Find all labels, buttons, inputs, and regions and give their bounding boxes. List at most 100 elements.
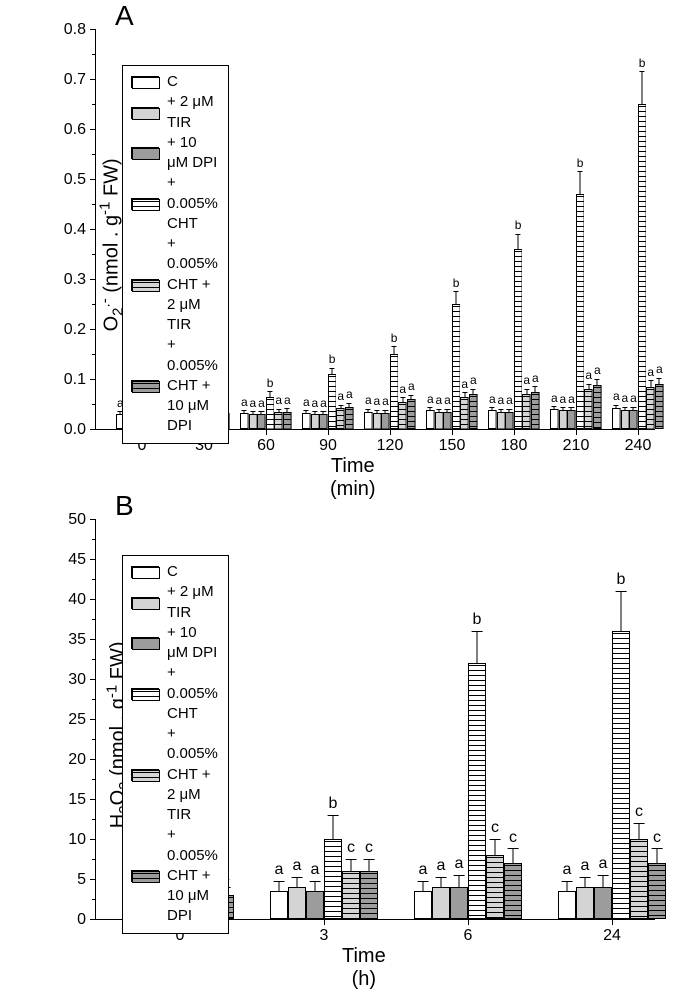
bar-sig-letter: a — [594, 363, 601, 377]
bar: a — [345, 29, 354, 429]
bar-sig-letter: a — [284, 393, 291, 407]
y-tick-label: 50 — [68, 511, 86, 529]
bar: a — [270, 519, 288, 919]
bar: a — [381, 29, 390, 429]
bar: a — [288, 519, 306, 919]
legend-swatch — [131, 566, 159, 578]
bar-sig-letter: c — [653, 829, 661, 847]
bar-sig-letter: c — [491, 819, 499, 837]
legend-swatch — [131, 380, 159, 392]
bar: a — [240, 29, 249, 429]
bar-sig-letter: a — [250, 396, 257, 410]
bar: a — [469, 29, 478, 429]
x-tick-label: 210 — [563, 437, 590, 455]
legend-swatch — [131, 597, 159, 609]
y-tick-label: 0 — [77, 911, 86, 929]
y-tick-label: 25 — [68, 711, 86, 729]
legend-item: + 10 μM DPI — [131, 623, 218, 664]
y-tick-label: 35 — [68, 631, 86, 649]
x-tick-label: 180 — [501, 437, 528, 455]
bar: a — [593, 29, 602, 429]
bar: a — [435, 29, 444, 429]
bar: b — [328, 29, 337, 429]
bar-sig-letter: b — [639, 56, 646, 70]
bar: a — [302, 29, 311, 429]
bar-sig-letter: c — [509, 829, 517, 847]
bar: a — [488, 29, 497, 429]
y-tick-label: 30 — [68, 671, 86, 689]
bar: c — [486, 519, 504, 919]
bar-sig-letter: a — [551, 391, 558, 405]
bar: a — [450, 519, 468, 919]
bar: a — [655, 29, 664, 429]
bar-sig-letter: a — [303, 395, 310, 409]
bar-sig-letter: a — [656, 362, 663, 376]
bar-sig-letter: b — [453, 276, 460, 290]
bar-sig-letter: a — [560, 392, 567, 406]
legend-label: + 0.005% CHT + 10 μM DPI — [167, 335, 218, 436]
legend: C+ 2 μM TIR+ 10 μM DPI+ 0.005% CHT+ 0.00… — [122, 555, 229, 934]
bar: a — [522, 29, 531, 429]
legend-label: + 0.005% CHT + 2 μM TIR — [167, 234, 218, 335]
bar: a — [373, 29, 382, 429]
bar: c — [630, 519, 648, 919]
bar: a — [257, 29, 266, 429]
bar: b — [266, 29, 275, 429]
bar: b — [576, 29, 585, 429]
y-tick-label: 0.6 — [64, 121, 86, 139]
bar-sig-letter: a — [311, 861, 320, 879]
legend-item: C — [131, 72, 218, 92]
bar-sig-letter: a — [444, 393, 451, 407]
legend-label: + 0.005% CHT — [167, 173, 218, 234]
bar: c — [648, 519, 666, 919]
y-tick-label: 45 — [68, 551, 86, 569]
bar-sig-letter: b — [515, 218, 522, 232]
legend-swatch — [131, 870, 159, 882]
legend-item: + 2 μM TIR — [131, 92, 218, 133]
bar-sig-letter: a — [532, 371, 539, 385]
x-tick-label: 240 — [625, 437, 652, 455]
bar-sig-letter: a — [275, 861, 284, 879]
y-tick-label: 0.0 — [64, 421, 86, 439]
bar: c — [342, 519, 360, 919]
legend-item: + 0.005% CHT + 10 μM DPI — [131, 825, 218, 926]
bar-sig-letter: a — [599, 855, 608, 873]
y-tick-label: 0.8 — [64, 21, 86, 39]
bar: a — [497, 29, 506, 429]
bar: a — [558, 519, 576, 919]
bar-sig-letter: a — [470, 373, 477, 387]
bar-sig-letter: c — [347, 839, 355, 857]
bar-sig-letter: c — [635, 803, 643, 821]
bar: a — [460, 29, 469, 429]
bar-sig-letter: a — [293, 857, 302, 875]
bar-sig-letter: a — [312, 396, 319, 410]
legend-item: C — [131, 562, 218, 582]
legend-swatch — [131, 769, 159, 781]
legend-item: + 0.005% CHT — [131, 173, 218, 234]
bar-sig-letter: a — [613, 389, 620, 403]
bar-sig-letter: b — [391, 331, 398, 345]
bar: a — [621, 29, 630, 429]
legend-swatch — [131, 688, 159, 700]
y-tick-label: 10 — [68, 831, 86, 849]
bar-sig-letter: a — [437, 857, 446, 875]
bar-sig-letter: b — [577, 156, 584, 170]
bar-sig-letter: c — [365, 839, 373, 857]
bar-sig-letter: a — [568, 392, 575, 406]
legend-item: + 10 μM DPI — [131, 133, 218, 174]
bar-sig-letter: a — [275, 393, 282, 407]
bar: a — [443, 29, 452, 429]
bar: a — [550, 29, 559, 429]
y-tick-label: 0.2 — [64, 321, 86, 339]
legend-label: + 2 μM TIR — [167, 92, 218, 133]
legend-item: + 2 μM TIR — [131, 582, 218, 623]
x-axis-label: Time (h) — [342, 945, 386, 991]
bar: a — [576, 519, 594, 919]
panel-label: A — [115, 0, 134, 32]
legend-item: + 0.005% CHT + 2 μM TIR — [131, 724, 218, 825]
bar: a — [559, 29, 568, 429]
bar-sig-letter: a — [427, 392, 434, 406]
bar: c — [360, 519, 378, 919]
legend-item: + 0.005% CHT — [131, 663, 218, 724]
bar-sig-letter: a — [346, 387, 353, 401]
